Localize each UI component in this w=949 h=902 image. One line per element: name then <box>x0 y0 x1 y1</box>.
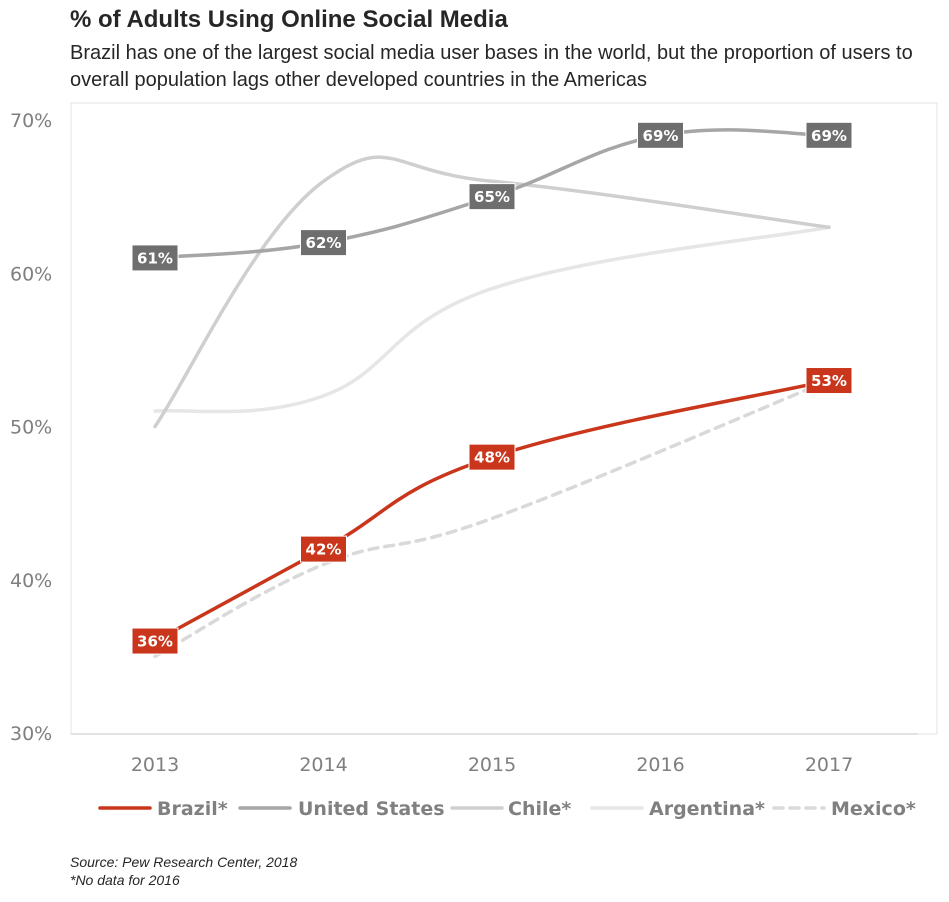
y-tick-label: 40% <box>10 570 52 592</box>
data-label-box-brazil <box>131 627 179 655</box>
series-line-mexico <box>153 378 831 659</box>
data-label-brazil: 48% <box>474 449 510 467</box>
legend-label-united-states: United States <box>298 798 445 820</box>
chart-subtitle: Brazil has one of the largest social med… <box>70 42 913 91</box>
x-tick-label: 2015 <box>468 754 516 776</box>
y-tick-label: 30% <box>10 723 52 745</box>
data-label-united-states: 65% <box>474 188 510 206</box>
data-label-box-united-states <box>805 121 853 149</box>
x-tick-label: 2017 <box>805 754 853 776</box>
data-label-box-united-states <box>131 244 179 272</box>
data-label-box-brazil <box>468 443 516 471</box>
legend-label-mexico: Mexico* <box>831 798 916 820</box>
y-tick-label: 50% <box>10 417 52 439</box>
data-label-box-united-states <box>300 229 347 257</box>
chart-title: % of Adults Using Online Social Media <box>70 6 508 33</box>
y-tick-label: 60% <box>10 263 52 285</box>
series-line-chile <box>153 155 831 429</box>
footnote: Source: Pew Research Center, 2018 *No da… <box>70 853 297 889</box>
x-tick-label: 2013 <box>131 754 179 776</box>
data-label-box-united-states <box>468 183 516 211</box>
source-note: Source: Pew Research Center, 2018 <box>70 854 298 870</box>
y-tick-label: 70% <box>10 110 52 132</box>
x-tick-label: 2014 <box>299 754 347 776</box>
data-label-united-states: 62% <box>306 234 342 252</box>
legend-label-chile: Chile* <box>508 798 571 820</box>
legend-label-brazil: Brazil* <box>157 798 228 820</box>
series-line-argentina <box>153 225 831 414</box>
data-label-brazil: 53% <box>811 372 847 390</box>
data-label-united-states: 69% <box>811 127 847 145</box>
data-label-united-states: 61% <box>137 249 173 267</box>
data-label-brazil: 36% <box>137 633 173 651</box>
data-label-box-united-states <box>637 121 684 149</box>
series-line-brazil <box>153 378 831 643</box>
data-label-brazil: 42% <box>306 541 342 559</box>
data-label-united-states: 69% <box>643 127 679 145</box>
x-tick-label: 2016 <box>636 754 684 776</box>
data-label-box-brazil <box>300 535 347 563</box>
data-label-box-brazil <box>805 367 853 395</box>
no-data-note: *No data for 2016 <box>70 872 180 888</box>
legend-label-argentina: Argentina* <box>649 798 765 820</box>
